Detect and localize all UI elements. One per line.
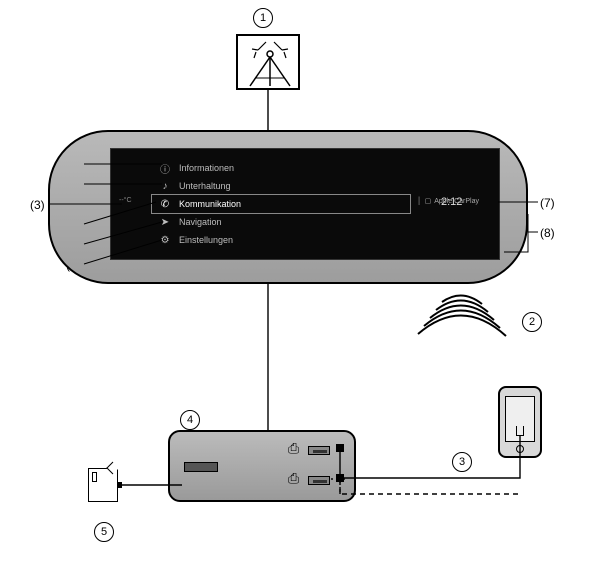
usb-port-lower: [308, 476, 330, 485]
menu-item-information: ⓘ Informationen: [159, 159, 399, 177]
screen: --°C ⓘ Informationen ♪ Unterhaltung ✆ Kommu…: [110, 148, 500, 260]
label-5: 5: [94, 522, 114, 542]
carplay-icon: ▢: [425, 197, 432, 205]
nav-icon: ➤: [159, 217, 171, 228]
usb-icon: ⎙: [288, 440, 299, 457]
callout-8: (8): [540, 226, 555, 240]
diagram-stage: 1 2 3 4 5 (1) (2) (3) (4) (5) (6) (7) (8…: [0, 0, 596, 568]
menu-item-settings: ⚙ Einstellungen: [159, 231, 399, 249]
music-icon: ♪: [159, 181, 171, 192]
sd-slot: [184, 462, 218, 472]
phone-icon: ✆: [159, 199, 171, 210]
info-icon: ⓘ: [159, 161, 171, 176]
menu-item-label: Einstellungen: [179, 235, 233, 245]
menu-item-label: Kommunikation: [179, 199, 241, 209]
usb-port-upper: [308, 446, 330, 455]
carplay-indicator: │ ▢ Apple CarPlay: [417, 197, 479, 205]
divider-icon: │: [417, 198, 421, 205]
phone-connector-plug: [516, 426, 524, 436]
callout-7: (7): [540, 196, 555, 210]
smartphone: [498, 386, 542, 458]
label-3: 3: [452, 452, 472, 472]
menu-item-label: Informationen: [179, 163, 234, 173]
antenna-box: [236, 34, 300, 90]
carplay-label: Apple CarPlay: [434, 198, 479, 205]
callout-3: (3): [30, 198, 45, 212]
antenna-icon: [238, 36, 302, 92]
sd-card: [88, 468, 118, 502]
label-1: 1: [253, 8, 273, 28]
connector-hub: ⎙ ⎙: [168, 430, 356, 502]
menu-item-label: Unterhaltung: [179, 181, 231, 191]
menu-item-label: Navigation: [179, 217, 222, 227]
menu-item-entertainment: ♪ Unterhaltung: [159, 177, 399, 195]
menu-item-communication: ✆ Kommunikation: [159, 195, 399, 213]
menu-item-navigation: ➤ Navigation: [159, 213, 399, 231]
main-menu: ⓘ Informationen ♪ Unterhaltung ✆ Kommunikat…: [159, 159, 399, 249]
phone-home-button: [516, 445, 524, 453]
usb-icon: ⎙: [288, 470, 299, 487]
label-2: 2: [522, 312, 542, 332]
label-4: 4: [180, 410, 200, 430]
gear-icon: ⚙: [159, 235, 171, 246]
temperature-readout: --°C: [119, 197, 132, 204]
